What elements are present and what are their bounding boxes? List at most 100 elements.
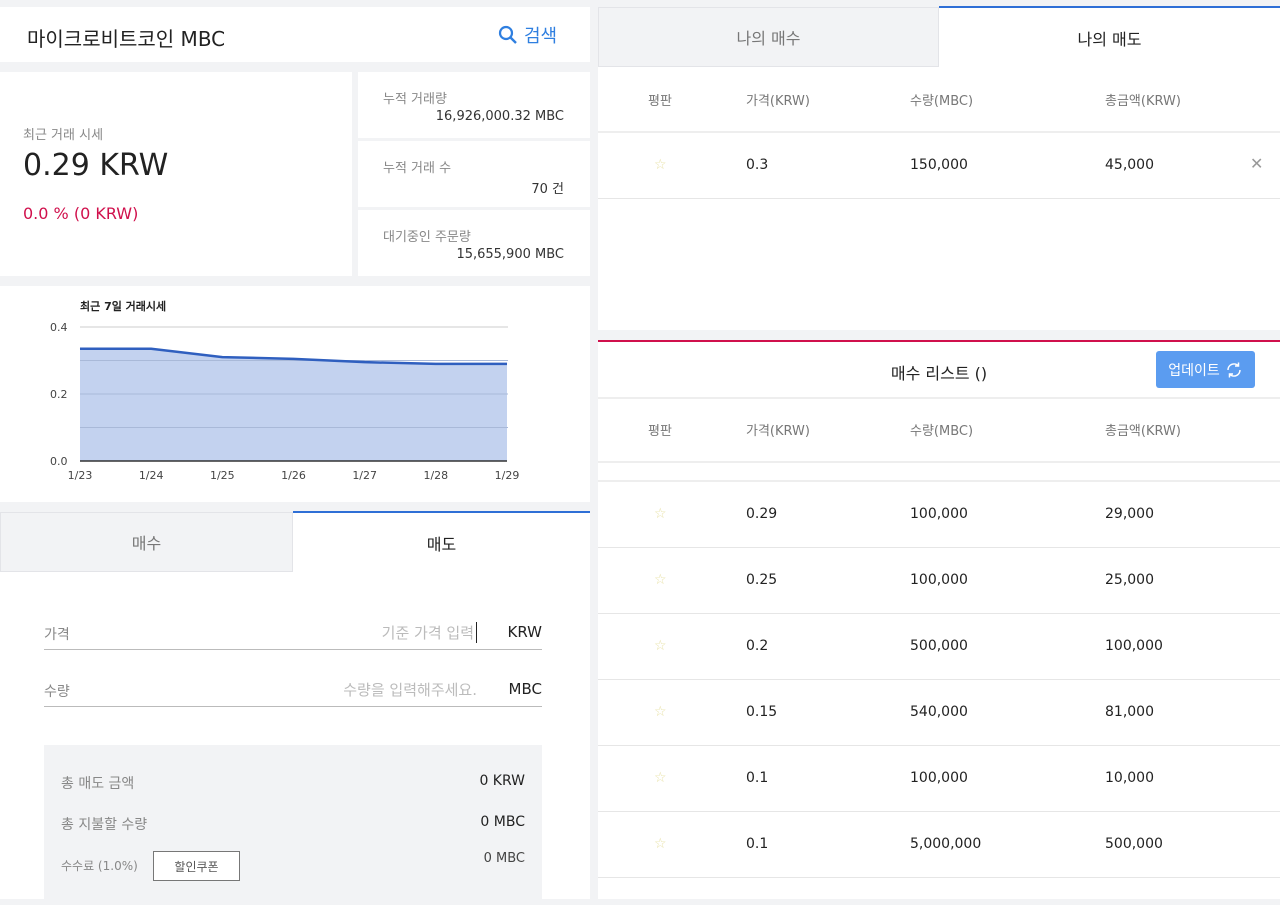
star-icon[interactable]: ☆ — [654, 770, 667, 786]
order-summary: 총 매도 금액 0 KRW 총 지불할 수량 0 MBC 수수료 (1.0%) … — [44, 745, 542, 905]
star-icon[interactable]: ☆ — [654, 836, 667, 852]
table-row[interactable]: ☆ 0.1 5,000,000 500,000 — [598, 812, 1280, 878]
table-row[interactable]: ☆ 0.25 100,000 25,000 — [598, 548, 1280, 614]
chart-area — [80, 349, 507, 461]
column-header: 가격(KRW) — [746, 420, 810, 439]
qty-unit: MBC — [509, 680, 542, 698]
x-tick-label: 1/28 — [423, 469, 448, 482]
price-change: 0.0 % (0 KRW) — [23, 204, 138, 223]
column-header: 평판 — [648, 420, 672, 439]
stat-card: 대기중인 주문량 15,655,900 MBC — [358, 210, 590, 276]
column-header: 수량(MBC) — [910, 420, 973, 439]
y-tick-label: 0.0 — [50, 455, 68, 468]
total-value: 0 KRW — [479, 773, 525, 789]
tab-sell[interactable]: 매도 — [293, 511, 590, 572]
table-row[interactable]: ☆ 0.3 150,000 45,000✕ — [598, 133, 1280, 199]
table-row[interactable]: ☆ 0.2 500,000 100,000 — [598, 614, 1280, 680]
column-header: 총금액(KRW) — [1105, 420, 1181, 439]
update-label: 업데이트 — [1168, 360, 1220, 380]
table-row[interactable]: ☆ 0.15 540,000 81,000 — [598, 680, 1280, 746]
tab-buy[interactable]: 매수 — [0, 512, 293, 572]
total-cell: 500,000 — [1105, 836, 1163, 852]
x-tick-label: 1/29 — [495, 469, 520, 482]
star-icon[interactable]: ☆ — [654, 572, 667, 588]
total-cell: 10,000 — [1105, 770, 1154, 786]
price-cell: 0.2 — [746, 638, 768, 654]
stat-card: 누적 거래량 16,926,000.32 MBC — [358, 72, 590, 138]
stat-label: 누적 거래량 — [383, 88, 447, 107]
pay-value: 0 MBC — [480, 814, 525, 830]
x-tick-label: 1/25 — [210, 469, 235, 482]
price-label: 최근 거래 시세 — [23, 124, 103, 143]
qty-input[interactable]: 수량을 입력해주세요. — [343, 679, 477, 700]
table-row[interactable]: ☆ 0.1 100,000 10,000 — [598, 746, 1280, 812]
qty-cell: 5,000,000 — [910, 836, 981, 852]
empty-row — [598, 463, 1280, 482]
price-card: 최근 거래 시세 0.29 KRW 0.0 % (0 KRW) — [0, 72, 352, 276]
x-tick-label: 1/23 — [68, 469, 93, 482]
stat-value: 70 건 — [531, 178, 564, 197]
total-cell: 29,000 — [1105, 506, 1154, 522]
star-icon[interactable]: ☆ — [654, 506, 667, 522]
qty-cell: 500,000 — [910, 638, 968, 654]
column-header: 수량(MBC) — [910, 90, 973, 109]
stat-label: 대기중인 주문량 — [383, 226, 471, 245]
qty-cell: 100,000 — [910, 506, 968, 522]
x-tick-label: 1/24 — [139, 469, 164, 482]
column-header: 평판 — [648, 90, 672, 109]
table-row[interactable]: ☆ 0.29 100,000 29,000 — [598, 482, 1280, 548]
total-cell: 100,000 — [1105, 638, 1163, 654]
page-title: 마이크로비트코인 MBC — [27, 23, 225, 52]
stat-value: 15,655,900 MBC — [456, 247, 564, 262]
tab-my-buy[interactable]: 나의 매수 — [598, 7, 939, 67]
total-cell: 45,000 — [1105, 157, 1154, 173]
stat-label: 누적 거래 수 — [383, 157, 451, 176]
total-cell: 81,000 — [1105, 704, 1154, 720]
star-icon[interactable]: ☆ — [654, 157, 667, 173]
qty-cell: 100,000 — [910, 572, 968, 588]
price-cell: 0.29 — [746, 506, 777, 522]
x-tick-label: 1/27 — [352, 469, 377, 482]
y-tick-label: 0.2 — [50, 388, 68, 401]
price-input[interactable]: 기준 가격 입력 — [382, 622, 477, 643]
search-label: 검색 — [524, 22, 557, 48]
star-icon[interactable]: ☆ — [654, 638, 667, 654]
x-tick-label: 1/26 — [281, 469, 306, 482]
price-value: 0.29 KRW — [23, 148, 168, 183]
pay-label: 총 지불할 수량 — [61, 814, 147, 834]
star-icon[interactable]: ☆ — [654, 704, 667, 720]
chart-title: 최근 7일 거래시세 — [80, 299, 166, 313]
total-label: 총 매도 금액 — [61, 773, 134, 793]
qty-field-label: 수량 — [44, 681, 70, 701]
price-cell: 0.15 — [746, 704, 777, 720]
search-button[interactable]: 검색 — [498, 22, 557, 48]
fee-label: 수수료 (1.0%) — [61, 857, 138, 874]
refresh-icon — [1225, 361, 1243, 379]
close-icon[interactable]: ✕ — [1250, 154, 1263, 173]
total-cell: 25,000 — [1105, 572, 1154, 588]
price-cell: 0.3 — [746, 157, 768, 173]
fee-value: 0 MBC — [484, 851, 525, 866]
column-header: 가격(KRW) — [746, 90, 810, 109]
price-cell: 0.1 — [746, 836, 768, 852]
price-unit: KRW — [508, 623, 542, 641]
stat-card: 누적 거래 수 70 건 — [358, 141, 590, 207]
price-cell: 0.25 — [746, 572, 777, 588]
qty-cell: 540,000 — [910, 704, 968, 720]
chart-card: 최근 7일 거래시세 0.0 0.2 0.4 1/23 1/24 1/25 1/26 1/27 1… — [0, 286, 590, 502]
price-cell: 0.1 — [746, 770, 768, 786]
y-tick-label: 0.4 — [50, 321, 68, 334]
header-bar: 마이크로비트코인 MBC 검색 — [0, 7, 590, 62]
price-chart: 최근 7일 거래시세 0.0 0.2 0.4 1/23 1/24 1/25 1/26 1/27 1… — [0, 286, 590, 502]
column-header: 총금액(KRW) — [1105, 90, 1181, 109]
qty-cell: 100,000 — [910, 770, 968, 786]
tab-my-sell[interactable]: 나의 매도 — [939, 6, 1280, 67]
price-field-label: 가격 — [44, 624, 70, 644]
coupon-button[interactable]: 할인쿠폰 — [153, 851, 240, 881]
search-icon — [498, 25, 518, 45]
update-button[interactable]: 업데이트 — [1156, 351, 1255, 388]
stat-value: 16,926,000.32 MBC — [436, 109, 564, 124]
sell-form: 가격 기준 가격 입력 KRW 수량 수량을 입력해주세요. MBC 총 매도 … — [0, 572, 590, 899]
